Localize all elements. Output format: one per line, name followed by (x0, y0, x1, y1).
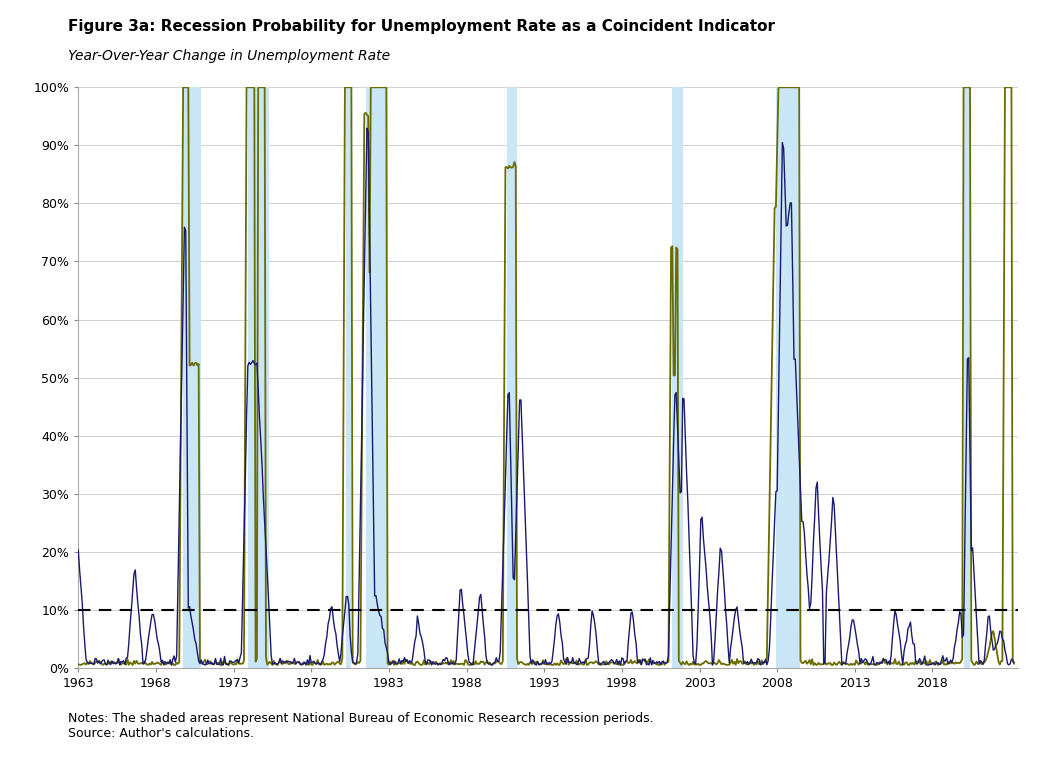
Bar (247, 87, 268, 668)
Text: Year-Over-Year Change in Unemployment Rate: Year-Over-Year Change in Unemployment Ra… (68, 49, 390, 63)
Bar (365, 87, 387, 668)
Bar (183, 87, 201, 668)
Bar (776, 87, 801, 668)
Bar (506, 87, 517, 668)
Bar (347, 87, 352, 668)
Text: Notes: The shaded areas represent National Bureau of Economic Research recession: Notes: The shaded areas represent Nation… (68, 712, 654, 740)
Bar (672, 87, 683, 668)
Text: Figure 3a: Recession Probability for Unemployment Rate as a Coincident Indicator: Figure 3a: Recession Probability for Une… (68, 19, 775, 34)
Bar (964, 87, 970, 668)
